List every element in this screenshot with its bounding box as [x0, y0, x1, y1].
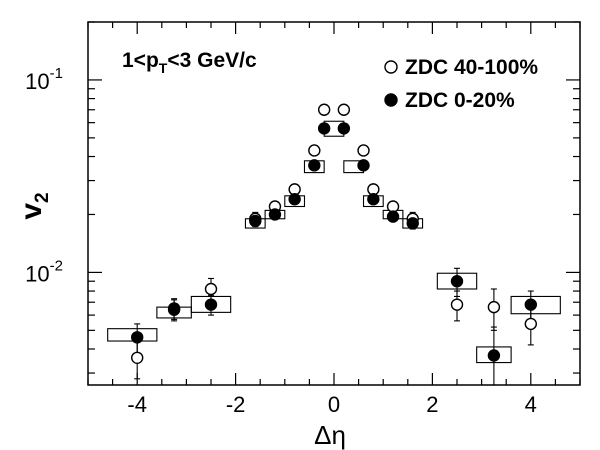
filled-circle-point-4 [268, 208, 282, 221]
open-circle-point-6 [308, 144, 321, 157]
filled-circle-point-5 [288, 193, 301, 206]
open-circle-point-0 [130, 351, 144, 364]
x-tick-label: 2 [426, 392, 438, 417]
filled-circle-point-2 [204, 298, 218, 311]
filled-circle-point-12 [406, 217, 419, 230]
x-tick-label: -2 [226, 392, 246, 417]
filled-circle-point-14 [487, 349, 501, 362]
legend-label-series-2: ZDC 0-20% [405, 89, 515, 112]
y-axis-title: v2 [15, 192, 53, 219]
x-axis-title: Δη [314, 420, 346, 450]
pt-range-annotation: 1<pT<3 GeV/c [122, 49, 257, 76]
y-axis-title-main: v [15, 203, 48, 220]
y-axis-title-subscript: 2 [32, 192, 53, 203]
x-tick-label: -4 [127, 392, 147, 417]
x-tick-labels: -4 -2 0 2 4 [127, 392, 537, 417]
filled-circle-point-11 [386, 210, 400, 223]
open-circle-point-11 [386, 200, 400, 213]
filled-circle-point-10 [367, 193, 380, 206]
legend-label-series-1: ZDC 40-100% [405, 56, 538, 79]
open-circle-point-2 [204, 282, 218, 296]
y-tick-labels: 10-1 10-2 [25, 65, 63, 286]
data-points [130, 103, 537, 364]
x-tick-label: 4 [525, 392, 537, 417]
error-bars [134, 106, 534, 386]
x-tick-label: 0 [328, 392, 340, 417]
filled-circle-point-15 [524, 298, 537, 311]
open-circle-point-9 [357, 144, 370, 157]
filled-circle-point-8 [337, 122, 351, 135]
filled-circle-point-9 [357, 159, 370, 172]
filled-circle-point-0 [130, 331, 144, 344]
systematic-band-14 [510, 295, 561, 315]
y-tick-label: 10-1 [25, 65, 63, 94]
filled-circle-point-13 [450, 275, 464, 288]
open-circle-point-13 [450, 298, 464, 311]
open-circle-point-15 [524, 317, 537, 331]
plot-frame [87, 21, 581, 386]
filled-circle-point-6 [308, 159, 321, 172]
legend: ZDC 40-100% ZDC 0-20% [384, 56, 538, 112]
systematic-bands [107, 120, 561, 364]
open-circle-point-14 [487, 300, 501, 314]
filled-circle-point-7 [317, 122, 331, 135]
legend-marker-filled-circle [384, 93, 398, 107]
open-circle-point-8 [337, 103, 351, 116]
legend-marker-open-circle [384, 60, 398, 74]
axis-ticks [87, 21, 581, 385]
open-circle-point-7 [317, 103, 331, 116]
filled-circle-point-3 [249, 214, 262, 228]
y-tick-label: 10-2 [25, 257, 63, 286]
filled-circle-point-1 [167, 303, 181, 316]
